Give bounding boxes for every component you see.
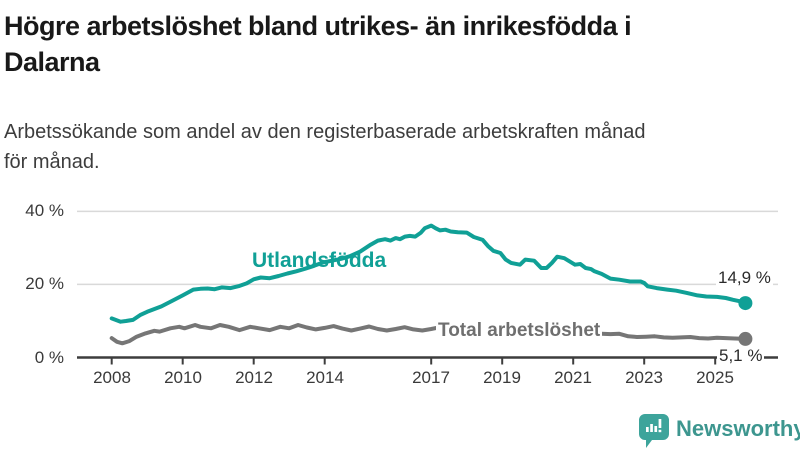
- newsworthy-chart-bubble-icon: [639, 414, 669, 448]
- x-axis-tick-label: 2014: [306, 368, 344, 387]
- chart-subtitle-line-2: för månad.: [4, 151, 100, 173]
- newsworthy-logo[interactable]: Newsworthy: [638, 413, 800, 449]
- series-line-total: [109, 323, 748, 346]
- page-title-line-2: Dalarna: [4, 47, 100, 77]
- newsworthy-logo-text: Newsworthy: [676, 416, 800, 441]
- series-end-dot-utlandsfodda: [738, 296, 753, 311]
- x-axis-tick-label: 2012: [235, 368, 273, 387]
- series-end-dot-total: [738, 331, 753, 346]
- end-value-label-utlandsfodda: 14,9 %: [716, 268, 773, 288]
- x-axis-tick-label: 2008: [93, 368, 131, 387]
- page-title-line-1: Högre arbetslöshet bland utrikes- än inr…: [4, 11, 632, 41]
- x-axis-tick-label: 2025: [696, 368, 734, 387]
- end-value-label-total: 5,1 %: [717, 346, 765, 366]
- y-axis-tick-label: 0 %: [34, 348, 64, 367]
- series-line-utlandsfodda: [109, 223, 748, 324]
- x-axis-tick-label: 2021: [554, 368, 592, 387]
- y-axis-tick-label: 20 %: [25, 274, 64, 293]
- x-axis-tick-label: 2023: [625, 368, 663, 387]
- x-axis-tick-label: 2019: [483, 368, 521, 387]
- chart-subtitle-line-1: Arbetssökande som andel av den registerb…: [4, 121, 646, 143]
- x-axis-tick-label: 2017: [412, 368, 450, 387]
- series-label-utlandsfodda: Utlandsfödda: [252, 249, 387, 272]
- x-axis-tick-label: 2010: [164, 368, 202, 387]
- series-label-total-arbetsloshet: Total arbetslöshet: [436, 320, 603, 342]
- y-axis-tick-label: 40 %: [25, 201, 64, 220]
